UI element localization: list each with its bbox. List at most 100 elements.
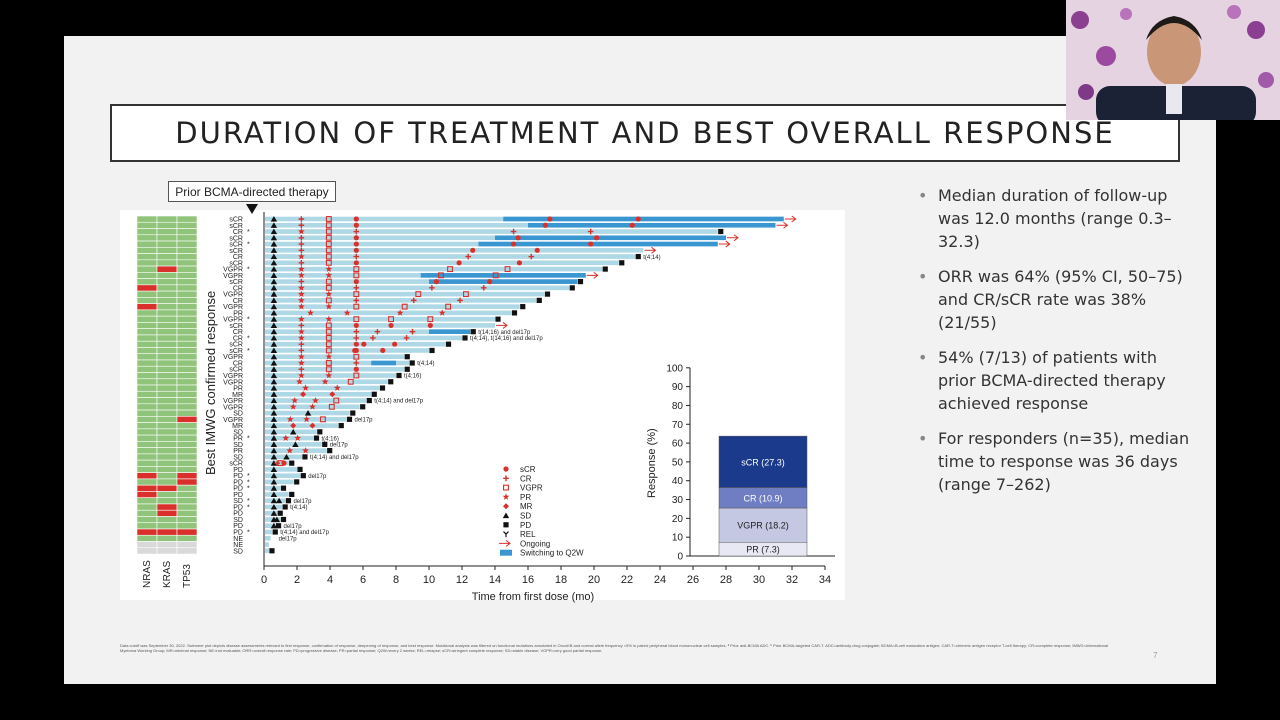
- assessment-marker: [353, 341, 359, 347]
- patient-bar: [265, 291, 545, 297]
- presenter-video-image: [1066, 0, 1280, 120]
- assessment-marker: [388, 316, 394, 323]
- assessment-marker: [542, 222, 548, 228]
- assessment-marker: [270, 234, 278, 241]
- prior-bcma-label: Prior BCMA-directed therapy: [168, 181, 336, 202]
- assessment-marker: [635, 216, 641, 222]
- assessment-marker: [401, 303, 408, 310]
- mutation-cell: [156, 309, 178, 317]
- mutation-cell: [176, 528, 198, 536]
- footnote-marker: *: [247, 504, 250, 511]
- progression-marker: [322, 441, 328, 447]
- assessment-marker: [433, 279, 440, 285]
- assessment-marker: [270, 441, 278, 447]
- mutation-cell: [176, 403, 198, 411]
- assessment-marker: [438, 272, 444, 279]
- assessment-marker: [270, 422, 278, 429]
- mutation-cell: [136, 278, 158, 286]
- response-segment-vgpr: [718, 507, 808, 543]
- legend-label: VGPR: [520, 484, 543, 493]
- mutation-cell: [156, 472, 178, 480]
- bullet-time-to-response: For responders (n=35), median time to re…: [916, 427, 1196, 496]
- assessment-marker: [547, 216, 553, 222]
- assessment-marker: [303, 415, 310, 423]
- assessment-marker: [410, 297, 417, 304]
- response-y-axis-title: Response (%): [646, 428, 658, 498]
- progression-marker: [269, 548, 275, 554]
- assessment-marker: [353, 335, 360, 341]
- assessment-marker: [290, 428, 297, 435]
- mutation-cell: [136, 397, 158, 405]
- assessment-marker: [270, 460, 278, 466]
- assessment-marker: [270, 497, 278, 504]
- mutation-cell: [136, 447, 158, 455]
- legend-label: CR: [520, 474, 532, 483]
- patient-bar: [265, 323, 495, 328]
- mutation-cell: [176, 247, 198, 254]
- mutation-cell: [176, 309, 198, 317]
- mutation-cell: [136, 347, 158, 355]
- response-label: sCR: [229, 323, 243, 330]
- assessment-marker: [270, 491, 278, 498]
- response-label: CR: [233, 254, 243, 261]
- progression-marker: [277, 510, 283, 516]
- assessment-marker: [353, 228, 360, 235]
- assessment-marker: [325, 253, 332, 260]
- mutation-cell: [176, 340, 198, 348]
- assessment-marker: [270, 272, 278, 278]
- assessment-marker: [510, 241, 517, 247]
- progression-marker: [511, 310, 518, 316]
- assessment-marker: [457, 297, 463, 304]
- assessment-marker: [298, 241, 305, 247]
- response-label: sCR: [229, 260, 243, 267]
- response-label: sCR: [229, 367, 243, 374]
- assessment-marker: [353, 253, 360, 260]
- assessment-marker: [270, 410, 278, 416]
- summary-bullets: Median duration of follow-up was 12.0 mo…: [916, 184, 1196, 508]
- mutation-cell: [156, 428, 178, 436]
- cytogenetic-annotation: t(4;14): [417, 361, 434, 367]
- patient-bar: [265, 448, 327, 453]
- assessment-marker: [270, 435, 278, 441]
- assessment-marker: [297, 334, 305, 341]
- assessment-marker: [396, 309, 404, 316]
- mutation-cell: [156, 378, 178, 386]
- mutation-cell: [136, 416, 158, 423]
- assessment-marker: [343, 309, 351, 316]
- patient-bar: [265, 298, 537, 303]
- q2w-segment: [429, 279, 578, 284]
- mutation-cell: [136, 541, 158, 549]
- cytogenetic-annotation: t(4;14): [290, 505, 307, 511]
- progression-marker: [289, 460, 295, 466]
- legend-label: PR: [520, 493, 531, 502]
- legend-y-icon: [503, 531, 509, 538]
- mutation-cell: [156, 284, 178, 292]
- response-label: CR: [233, 360, 243, 367]
- mutation-cell: [176, 484, 198, 492]
- assessment-marker: [353, 303, 360, 310]
- mutation-cell: [136, 303, 158, 311]
- assessment-marker: [353, 266, 360, 273]
- response-label: PR: [233, 436, 243, 443]
- progression-marker: [282, 504, 288, 510]
- assessment-marker: [298, 322, 305, 329]
- response-label: CR: [233, 298, 243, 305]
- x-tick-label: 30: [753, 574, 765, 586]
- response-label: VGPR: [223, 417, 243, 424]
- mutation-cell: [156, 303, 178, 311]
- q2w-segment: [503, 216, 784, 222]
- mutation-cell: [176, 491, 198, 499]
- mutation-cell: [156, 215, 178, 223]
- mutation-cell: [156, 497, 178, 505]
- progression-marker: [544, 291, 551, 297]
- cytogenetic-annotation: del17p: [308, 474, 327, 480]
- assessment-marker: [374, 328, 381, 335]
- assessment-marker: [353, 328, 360, 335]
- x-tick-label: 10: [423, 574, 435, 586]
- response-label: sCR: [229, 235, 243, 242]
- ongoing-arrow-icon: [644, 246, 657, 254]
- mutation-cell: [156, 447, 178, 455]
- response-label: SD: [233, 498, 243, 505]
- assessment-marker: [463, 291, 469, 298]
- response-label: VGPR: [223, 304, 243, 311]
